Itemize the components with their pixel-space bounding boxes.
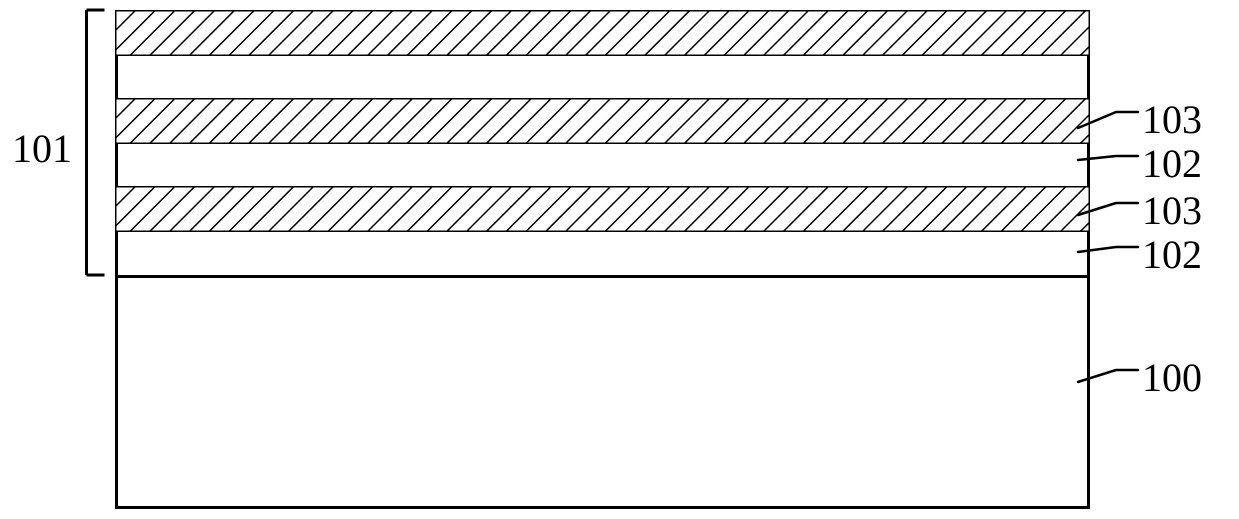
leader-lines [0, 0, 1239, 519]
label-102-bottom: 102 [1142, 231, 1202, 278]
label-103-top: 103 [1142, 96, 1202, 143]
label-102-top: 102 [1142, 140, 1202, 187]
label-103-bottom: 103 [1142, 187, 1202, 234]
diagram-stage: 101 103 102 103 102 100 [0, 0, 1239, 519]
label-101: 101 [12, 125, 72, 172]
label-100: 100 [1142, 354, 1202, 401]
